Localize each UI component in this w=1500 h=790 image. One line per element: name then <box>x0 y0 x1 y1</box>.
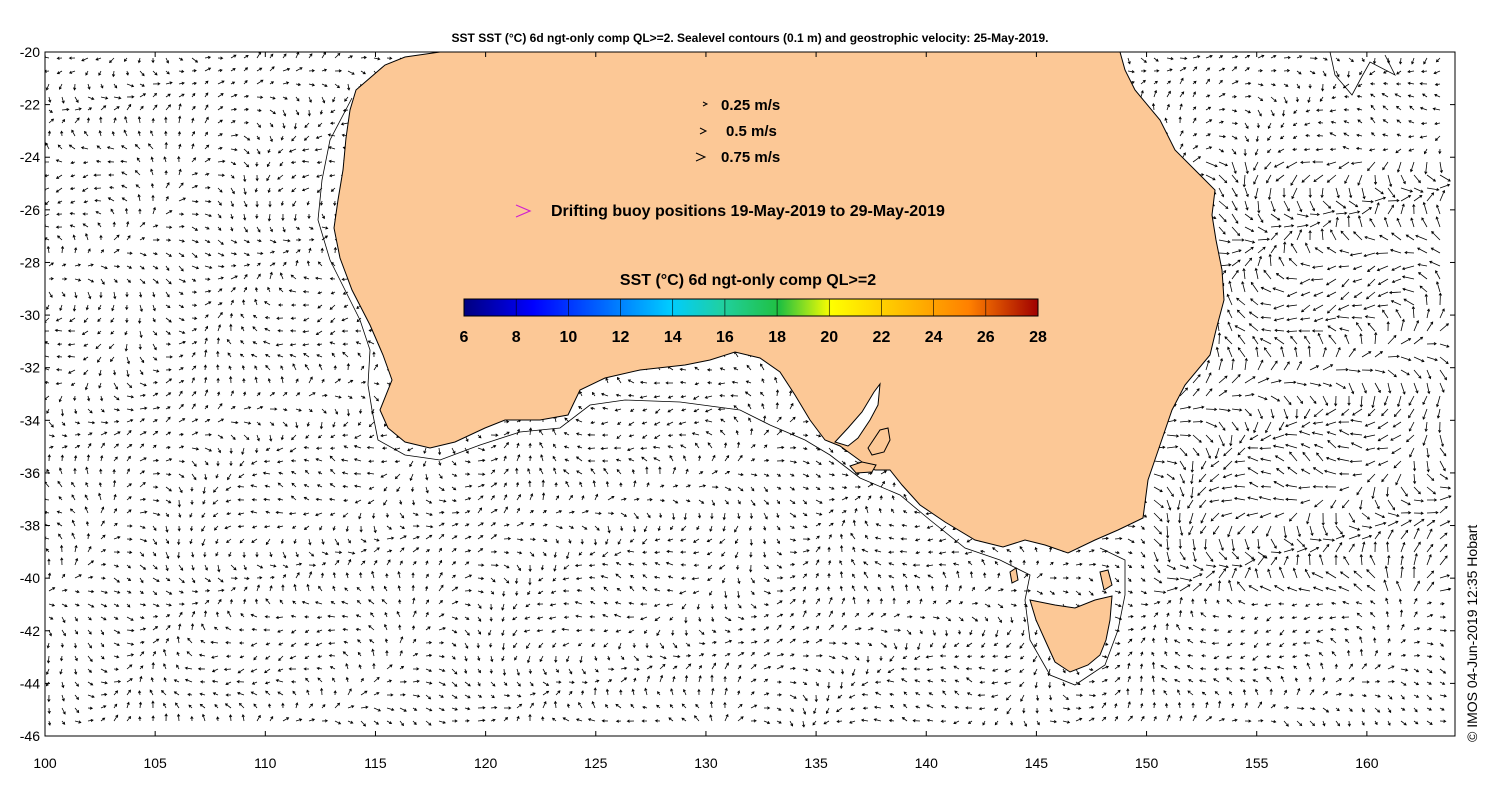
sst-colorbar: SST (°C) 6d ngt-only comp QL>=2 6 8 10 12 14… <box>460 272 1047 346</box>
lat-tick-label: -34 <box>20 412 40 428</box>
buoy-marker <box>515 204 532 218</box>
lon-tick-label: 140 <box>915 755 939 771</box>
lon-tick-label: 120 <box>474 755 498 771</box>
colorbar-tick-label: 24 <box>925 329 943 346</box>
lat-tick-label: -20 <box>20 44 40 60</box>
colorbar-tick-label: 28 <box>1029 329 1047 346</box>
lon-tick-label: 155 <box>1245 755 1269 771</box>
lon-tick-label: 100 <box>33 755 57 771</box>
buoy-legend: Drifting buoy positions 19-May-2019 to 2… <box>515 203 945 220</box>
map-title: SST SST (°C) 6d ngt-only comp QL>=2. Sea… <box>451 31 1049 45</box>
colorbar-tick-label: 14 <box>664 329 682 346</box>
west-shelf-contour <box>317 97 373 411</box>
colorbar-tick-label: 20 <box>820 329 838 346</box>
copyright-stamp: © IMOS 04-Jun-2019 12:35 Hobart <box>1464 524 1480 742</box>
lat-tick-label: -26 <box>20 202 40 218</box>
colorbar-tick-label: 10 <box>559 329 577 346</box>
lon-tick-label: 105 <box>143 755 167 771</box>
lat-tick-label: -32 <box>20 360 40 376</box>
lon-tick-label: 160 <box>1355 755 1379 771</box>
lat-tick-label: -44 <box>20 675 40 691</box>
colorbar-tick-label: 26 <box>977 329 995 346</box>
lat-tick-label: -24 <box>20 149 40 165</box>
speed-label-025: 0.25 m/s <box>721 97 780 114</box>
lon-tick-label: 130 <box>694 755 718 771</box>
tasmania <box>1029 595 1113 673</box>
colorbar-ticks: 6 8 10 12 14 16 18 20 22 24 26 28 <box>460 299 1047 346</box>
coral-sea-coastline <box>1329 51 1396 96</box>
speed-label-050: 0.5 m/s <box>726 123 777 140</box>
speed-legend: 0.25 m/s 0.5 m/s 0.75 m/s <box>695 97 780 166</box>
speed-arrow-050 <box>699 127 708 135</box>
colorbar-tick-label: 6 <box>460 329 469 346</box>
colorbar-tick-label: 16 <box>716 329 734 346</box>
lon-tick-label: 115 <box>364 755 387 771</box>
colorbar-tick-label: 18 <box>768 329 786 346</box>
speed-label-075: 0.75 m/s <box>721 149 780 166</box>
colorbar-tick-label: 8 <box>512 329 521 346</box>
lat-tick-label: -38 <box>20 518 40 534</box>
colorbar-tick-label: 22 <box>873 329 891 346</box>
shelf-contour <box>371 399 1126 686</box>
lon-tick-label: 110 <box>254 755 277 771</box>
king-island <box>1009 567 1019 584</box>
lat-tick-label: -36 <box>20 465 40 481</box>
kangaroo-island <box>849 461 877 474</box>
lat-tick-label: -46 <box>20 728 40 744</box>
lat-tick-label: -22 <box>20 97 40 113</box>
speed-arrow-075 <box>695 152 707 162</box>
plot-frame <box>44 51 1456 737</box>
lon-tick-label: 150 <box>1135 755 1159 771</box>
eyre-peninsula-detail <box>834 382 881 447</box>
lat-tick-label: -42 <box>20 623 40 639</box>
lat-tick-label: -30 <box>20 307 40 323</box>
lon-tick-label: 135 <box>804 755 828 771</box>
lon-tick-label: 145 <box>1025 755 1049 771</box>
lon-tick-label: 125 <box>584 755 608 771</box>
colorbar-gradient <box>463 298 1039 317</box>
buoy-legend-text: Drifting buoy positions 19-May-2019 to 2… <box>551 203 945 220</box>
lat-tick-label: -28 <box>20 254 40 270</box>
longitude-axis: 100 105 110 115 120 125 130 135 140 145 150 155 160 <box>33 52 1379 771</box>
yorke-peninsula <box>867 427 891 456</box>
colorbar-tick-label: 12 <box>612 329 630 346</box>
speed-arrow-025 <box>702 101 709 107</box>
latitude-axis: -20 -22 -24 -26 -28 -30 -32 -34 -36 -38 -40 -42 -44 -… <box>20 44 1455 744</box>
colorbar-title: SST (°C) 6d ngt-only comp QL>=2 <box>620 272 876 289</box>
flinders-island <box>1099 569 1113 591</box>
lat-tick-label: -40 <box>20 570 40 586</box>
